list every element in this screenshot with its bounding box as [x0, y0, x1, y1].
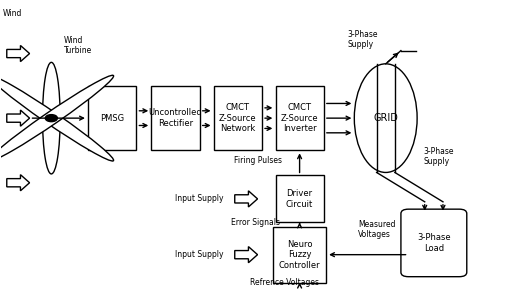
Bar	[151, 86, 200, 150]
Text: Error Signals: Error Signals	[231, 218, 280, 227]
FancyArrow shape	[235, 191, 258, 207]
Ellipse shape	[0, 75, 114, 161]
Bar	[275, 176, 324, 222]
Text: 3-Phase
Supply: 3-Phase Supply	[347, 30, 378, 50]
Text: Wind: Wind	[3, 9, 22, 18]
FancyBboxPatch shape	[401, 209, 467, 277]
Text: PMSG: PMSG	[100, 114, 124, 123]
Bar	[275, 86, 324, 150]
Text: Refrence Voltages: Refrence Voltages	[250, 278, 319, 287]
FancyArrow shape	[7, 175, 29, 191]
Text: Input Supply: Input Supply	[175, 250, 224, 259]
Ellipse shape	[0, 75, 114, 161]
Text: Neuro
Fuzzy
Controller: Neuro Fuzzy Controller	[279, 240, 321, 270]
Bar	[88, 86, 136, 150]
FancyArrow shape	[7, 45, 29, 62]
Bar	[214, 86, 262, 150]
FancyArrow shape	[7, 110, 29, 126]
Text: Driver
Circuit: Driver Circuit	[286, 189, 313, 209]
Text: Uncontrolled
Rectifier: Uncontrolled Rectifier	[149, 109, 202, 128]
Text: Measured
Voltages: Measured Voltages	[358, 220, 395, 240]
Text: Firing Pulses: Firing Pulses	[234, 156, 282, 165]
Text: Input Supply: Input Supply	[175, 194, 224, 203]
FancyArrow shape	[235, 247, 258, 263]
Text: 3-Phase
Supply: 3-Phase Supply	[424, 147, 454, 166]
Ellipse shape	[354, 64, 417, 173]
Text: CMCT
Z-Source
Network: CMCT Z-Source Network	[219, 103, 257, 133]
Circle shape	[45, 115, 57, 122]
Text: GRID: GRID	[373, 113, 398, 123]
Text: 3-Phase
Load: 3-Phase Load	[417, 233, 451, 253]
Text: Wind
Turbine: Wind Turbine	[64, 36, 92, 55]
Ellipse shape	[43, 62, 60, 174]
Text: CMCT
Z-Source
Inverter: CMCT Z-Source Inverter	[281, 103, 319, 133]
Bar	[273, 227, 326, 283]
